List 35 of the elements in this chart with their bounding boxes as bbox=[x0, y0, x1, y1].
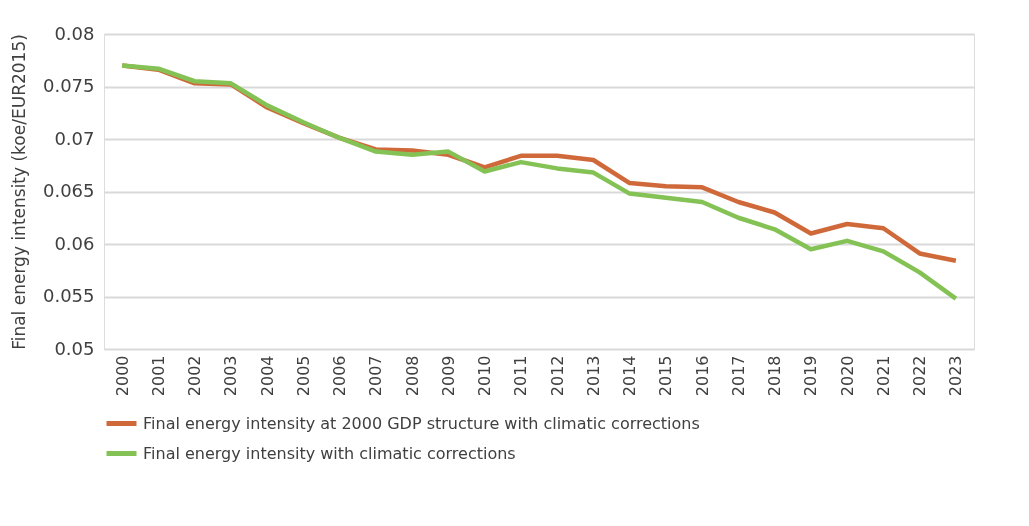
y-tick-label: 0.08 bbox=[54, 22, 95, 44]
x-tick-label: 2014 bbox=[620, 355, 640, 397]
x-tick-label: 2018 bbox=[765, 355, 785, 397]
line-series bbox=[119, 63, 959, 301]
y-tick-label: 0.06 bbox=[54, 232, 95, 254]
y-tick-label: 0.075 bbox=[42, 75, 95, 96]
x-tick-label: 2011 bbox=[511, 355, 531, 397]
x-tick-label: 2000 bbox=[112, 355, 132, 397]
x-tick-label: 2020 bbox=[837, 355, 857, 397]
x-tick-label: 2015 bbox=[656, 355, 676, 397]
y-tick-label: 0.055 bbox=[42, 285, 95, 306]
x-tick-label: 2005 bbox=[293, 355, 313, 397]
legend-label: Final energy intensity at 2000 GDP structure with climatic corrections bbox=[143, 413, 700, 433]
x-tick-label: 2017 bbox=[728, 355, 748, 397]
y-axis-title: Final energy intensity (koe/EUR2015) bbox=[8, 34, 29, 350]
x-tick-label: 2004 bbox=[257, 355, 277, 397]
x-tick-label: 2023 bbox=[946, 355, 966, 397]
y-tick-label: 0.07 bbox=[54, 127, 95, 149]
x-tick-label: 2016 bbox=[692, 355, 712, 397]
x-tick-label: 2007 bbox=[366, 355, 386, 397]
x-tick-label: 2003 bbox=[221, 355, 241, 397]
x-tick-label: 2009 bbox=[438, 355, 458, 397]
x-tick-label: 2013 bbox=[583, 355, 603, 397]
x-tick-label: 2010 bbox=[475, 355, 495, 397]
x-tick-label: 2019 bbox=[801, 355, 821, 397]
x-tick-label: 2001 bbox=[148, 355, 168, 397]
x-tick-label: 2021 bbox=[873, 355, 893, 397]
x-tick-label: 2002 bbox=[185, 355, 205, 397]
y-tick-label: 0.05 bbox=[54, 337, 95, 359]
x-tick-label: 2012 bbox=[547, 355, 567, 397]
x-tick-label: 2006 bbox=[330, 355, 350, 397]
x-tick-label: 2022 bbox=[910, 355, 930, 397]
x-tick-label: 2008 bbox=[402, 355, 422, 397]
y-tick-label: 0.065 bbox=[42, 180, 95, 201]
legend-label: Final energy intensity with climatic corrections bbox=[143, 443, 516, 463]
